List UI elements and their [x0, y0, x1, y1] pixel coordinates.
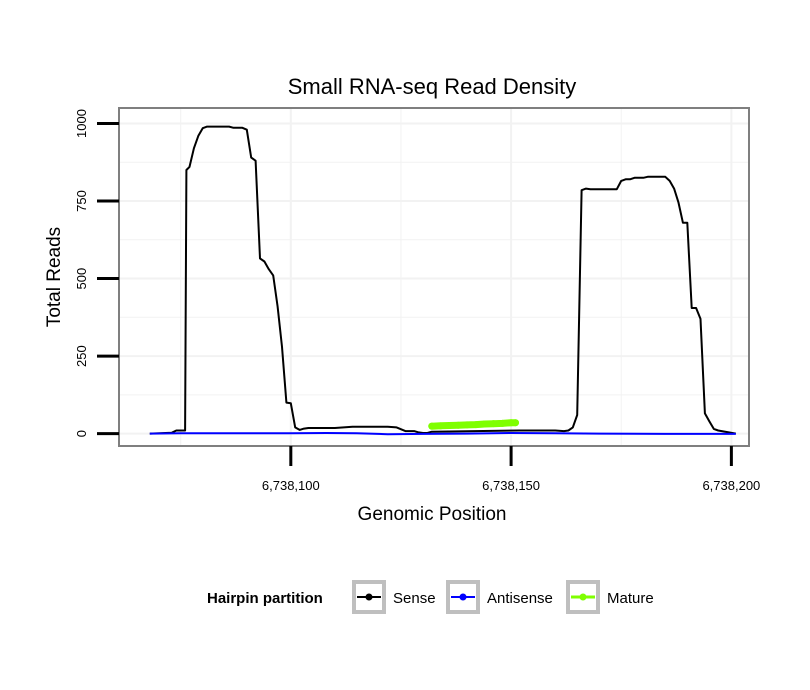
- series-mature-point: [481, 420, 489, 428]
- legend-title: Hairpin partition: [207, 590, 323, 607]
- legend-swatch-point: [459, 593, 467, 601]
- legend-item-sense: Sense: [352, 580, 436, 614]
- series-sense-line: [149, 125, 736, 435]
- legend-label-mature: Mature: [607, 590, 654, 607]
- legend-swatch-point: [365, 593, 373, 601]
- y-axis-title: Total Reads: [44, 227, 65, 327]
- y-tick-label: 250: [74, 345, 89, 367]
- legend-item-antisense: Antisense: [446, 580, 553, 614]
- series-mature-point: [445, 422, 453, 430]
- x-tick-label: 6,738,150: [482, 478, 540, 493]
- series-mature-point: [463, 421, 471, 429]
- legend-label-antisense: Antisense: [487, 590, 553, 607]
- series-mature-point: [472, 421, 480, 429]
- plot-panel: [119, 108, 749, 446]
- legend: Hairpin partition Sense Antisense Mature: [207, 580, 654, 614]
- y-tick-label: 500: [74, 268, 89, 290]
- plot-panel-border: [118, 107, 750, 447]
- legend-swatch-point: [579, 593, 587, 601]
- series-mature-point: [512, 419, 520, 427]
- series-mature-point: [498, 419, 506, 427]
- x-tick-label: 6,738,100: [262, 478, 320, 493]
- grid-lines: [119, 108, 749, 446]
- series-mature-point: [489, 420, 497, 428]
- y-tick-label: 0: [74, 430, 89, 437]
- series-mature-point: [428, 422, 436, 430]
- axes: 0 250 500 750 1000 6,738,100 6,738,150 6,738,20…: [74, 109, 760, 493]
- series-mature-point: [454, 421, 462, 429]
- series-antisense-line: [149, 432, 736, 436]
- y-tick-label: 1000: [74, 109, 89, 138]
- legend-item-mature: Mature: [566, 580, 654, 614]
- x-axis-title: Genomic Position: [358, 504, 507, 525]
- y-tick-label: 750: [74, 190, 89, 212]
- x-tick-label: 6,738,200: [702, 478, 760, 493]
- series-layer: [149, 125, 736, 436]
- legend-label-sense: Sense: [393, 590, 436, 607]
- series-mature-point: [437, 422, 445, 430]
- chart-title: Small RNA-seq Read Density: [288, 74, 577, 99]
